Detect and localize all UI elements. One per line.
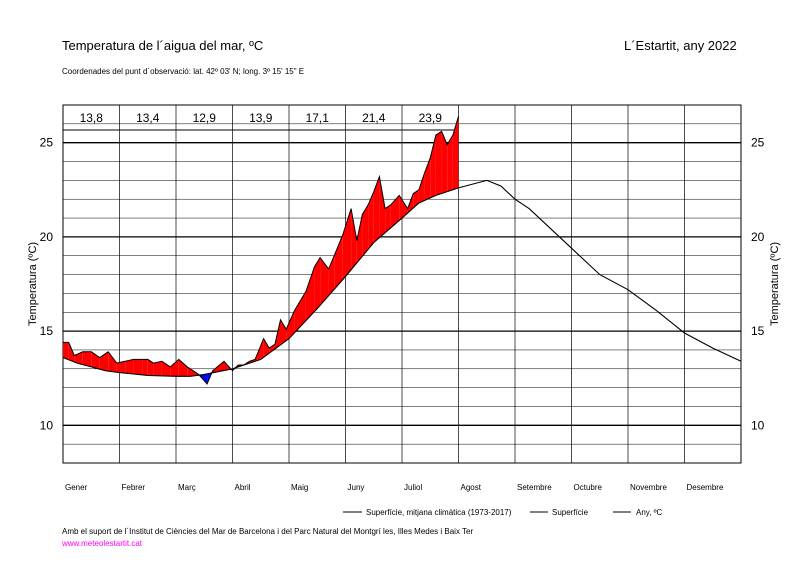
x-tick-label-month: Gener — [65, 483, 88, 492]
x-tick-label-month: Març — [178, 483, 196, 492]
anomaly-area-above — [452, 116, 459, 190]
anomaly-area-above — [368, 191, 374, 250]
anomaly-area-above — [424, 157, 431, 201]
y-tick-label-right: 15 — [751, 324, 765, 338]
y-tick-label-left: 15 — [40, 324, 54, 338]
x-tick-label-month: Octubre — [574, 483, 603, 492]
anomaly-area-above — [441, 131, 448, 194]
anomaly-area-above — [269, 344, 275, 354]
x-tick-label-month: Desembre — [687, 483, 724, 492]
y-tick-label-right: 10 — [751, 418, 765, 432]
y-axis-title-left: Temperatura (ºC) — [27, 242, 39, 326]
anomaly-area-above — [305, 267, 315, 321]
anomaly-area-above — [133, 359, 143, 375]
anomaly-area-above — [314, 257, 321, 312]
anomaly-area-above — [418, 172, 425, 203]
x-tick-label-month: Febrer — [122, 483, 146, 492]
legend-entry: Any, ºC — [636, 508, 663, 517]
anomaly-area-above — [356, 214, 363, 263]
anomaly-area-above — [263, 338, 270, 358]
legend-entry: Superfície — [552, 508, 589, 517]
y-tick-label-right: 25 — [751, 136, 765, 150]
surface-line — [63, 116, 459, 385]
anomaly-area-above — [125, 359, 134, 374]
y-tick-label-left: 20 — [40, 230, 54, 244]
anomaly-area-above — [413, 189, 419, 208]
anomaly-area-above — [68, 342, 75, 362]
x-tick-label-month: Novembre — [630, 483, 667, 492]
anomaly-area-above — [147, 359, 154, 376]
anomaly-area-above — [82, 351, 92, 367]
monthly-mean-label: 13,9 — [249, 111, 273, 125]
anomaly-area-above — [286, 310, 295, 341]
anomaly-area-above — [294, 291, 306, 333]
monthly-mean-label: 13,4 — [136, 111, 160, 125]
x-tick-label-month: Juny — [348, 483, 365, 492]
anomaly-area-above — [153, 361, 162, 376]
anomaly-area-above — [334, 235, 343, 290]
y-axis-title-right: Temperatura (ºC) — [769, 242, 781, 326]
anomaly-area-above — [362, 204, 369, 257]
y-tick-label-left: 25 — [40, 136, 54, 150]
anomaly-area-above — [342, 208, 352, 280]
anomaly-area-above — [280, 319, 287, 345]
anomaly-area-above — [447, 135, 453, 192]
anomaly-area-above — [385, 204, 391, 233]
anomaly-area-above — [170, 359, 179, 377]
anomaly-area-above — [435, 131, 442, 196]
anomaly-area-above — [63, 342, 69, 360]
anomaly-area-above — [116, 361, 126, 374]
x-tick-label-month: Abril — [235, 483, 251, 492]
anomaly-area-above — [390, 195, 400, 228]
chart-subtitle: Coordenades del punt d´observació: lat. … — [62, 67, 305, 76]
anomaly-area-above — [320, 257, 329, 306]
x-tick-label-month: Juliol — [404, 483, 422, 492]
monthly-mean-label: 13,8 — [80, 111, 104, 125]
chart-location: L´Estartit, any 2022 — [624, 38, 737, 53]
chart-title: Temperatura de l´aigua del mar, ºC — [62, 38, 264, 53]
anomaly-area-above — [142, 359, 148, 376]
x-tick-label-month: Agost — [461, 483, 482, 492]
anomaly-area-above — [351, 208, 357, 270]
y-tick-label-left: 10 — [40, 418, 54, 432]
x-tick-label-month: Maig — [291, 483, 308, 492]
climatology-line — [62, 179, 742, 377]
anomaly-area-above — [430, 135, 436, 198]
anomaly-area-above — [161, 361, 171, 377]
anomaly-area-above — [373, 176, 380, 243]
y-tick-label-right: 20 — [751, 230, 765, 244]
anomaly-area-above — [108, 351, 117, 373]
anomaly-area-above — [178, 359, 188, 377]
monthly-mean-label: 12,9 — [193, 111, 217, 125]
anomaly-area-above — [379, 176, 386, 238]
monthly-mean-label: 23,9 — [419, 111, 443, 125]
anomaly-area-above — [399, 195, 408, 221]
legend-entry: Superfície, mitjana climàtica (1973-2017… — [366, 508, 512, 517]
monthly-mean-label: 17,1 — [306, 111, 330, 125]
x-tick-label-month: Setembre — [517, 483, 552, 492]
footer-credits: Amb el suport de l´Institut de Ciències … — [62, 527, 474, 536]
monthly-mean-label: 21,4 — [362, 111, 386, 125]
footer-website[interactable]: www.meteolestartit.cat — [62, 539, 143, 548]
